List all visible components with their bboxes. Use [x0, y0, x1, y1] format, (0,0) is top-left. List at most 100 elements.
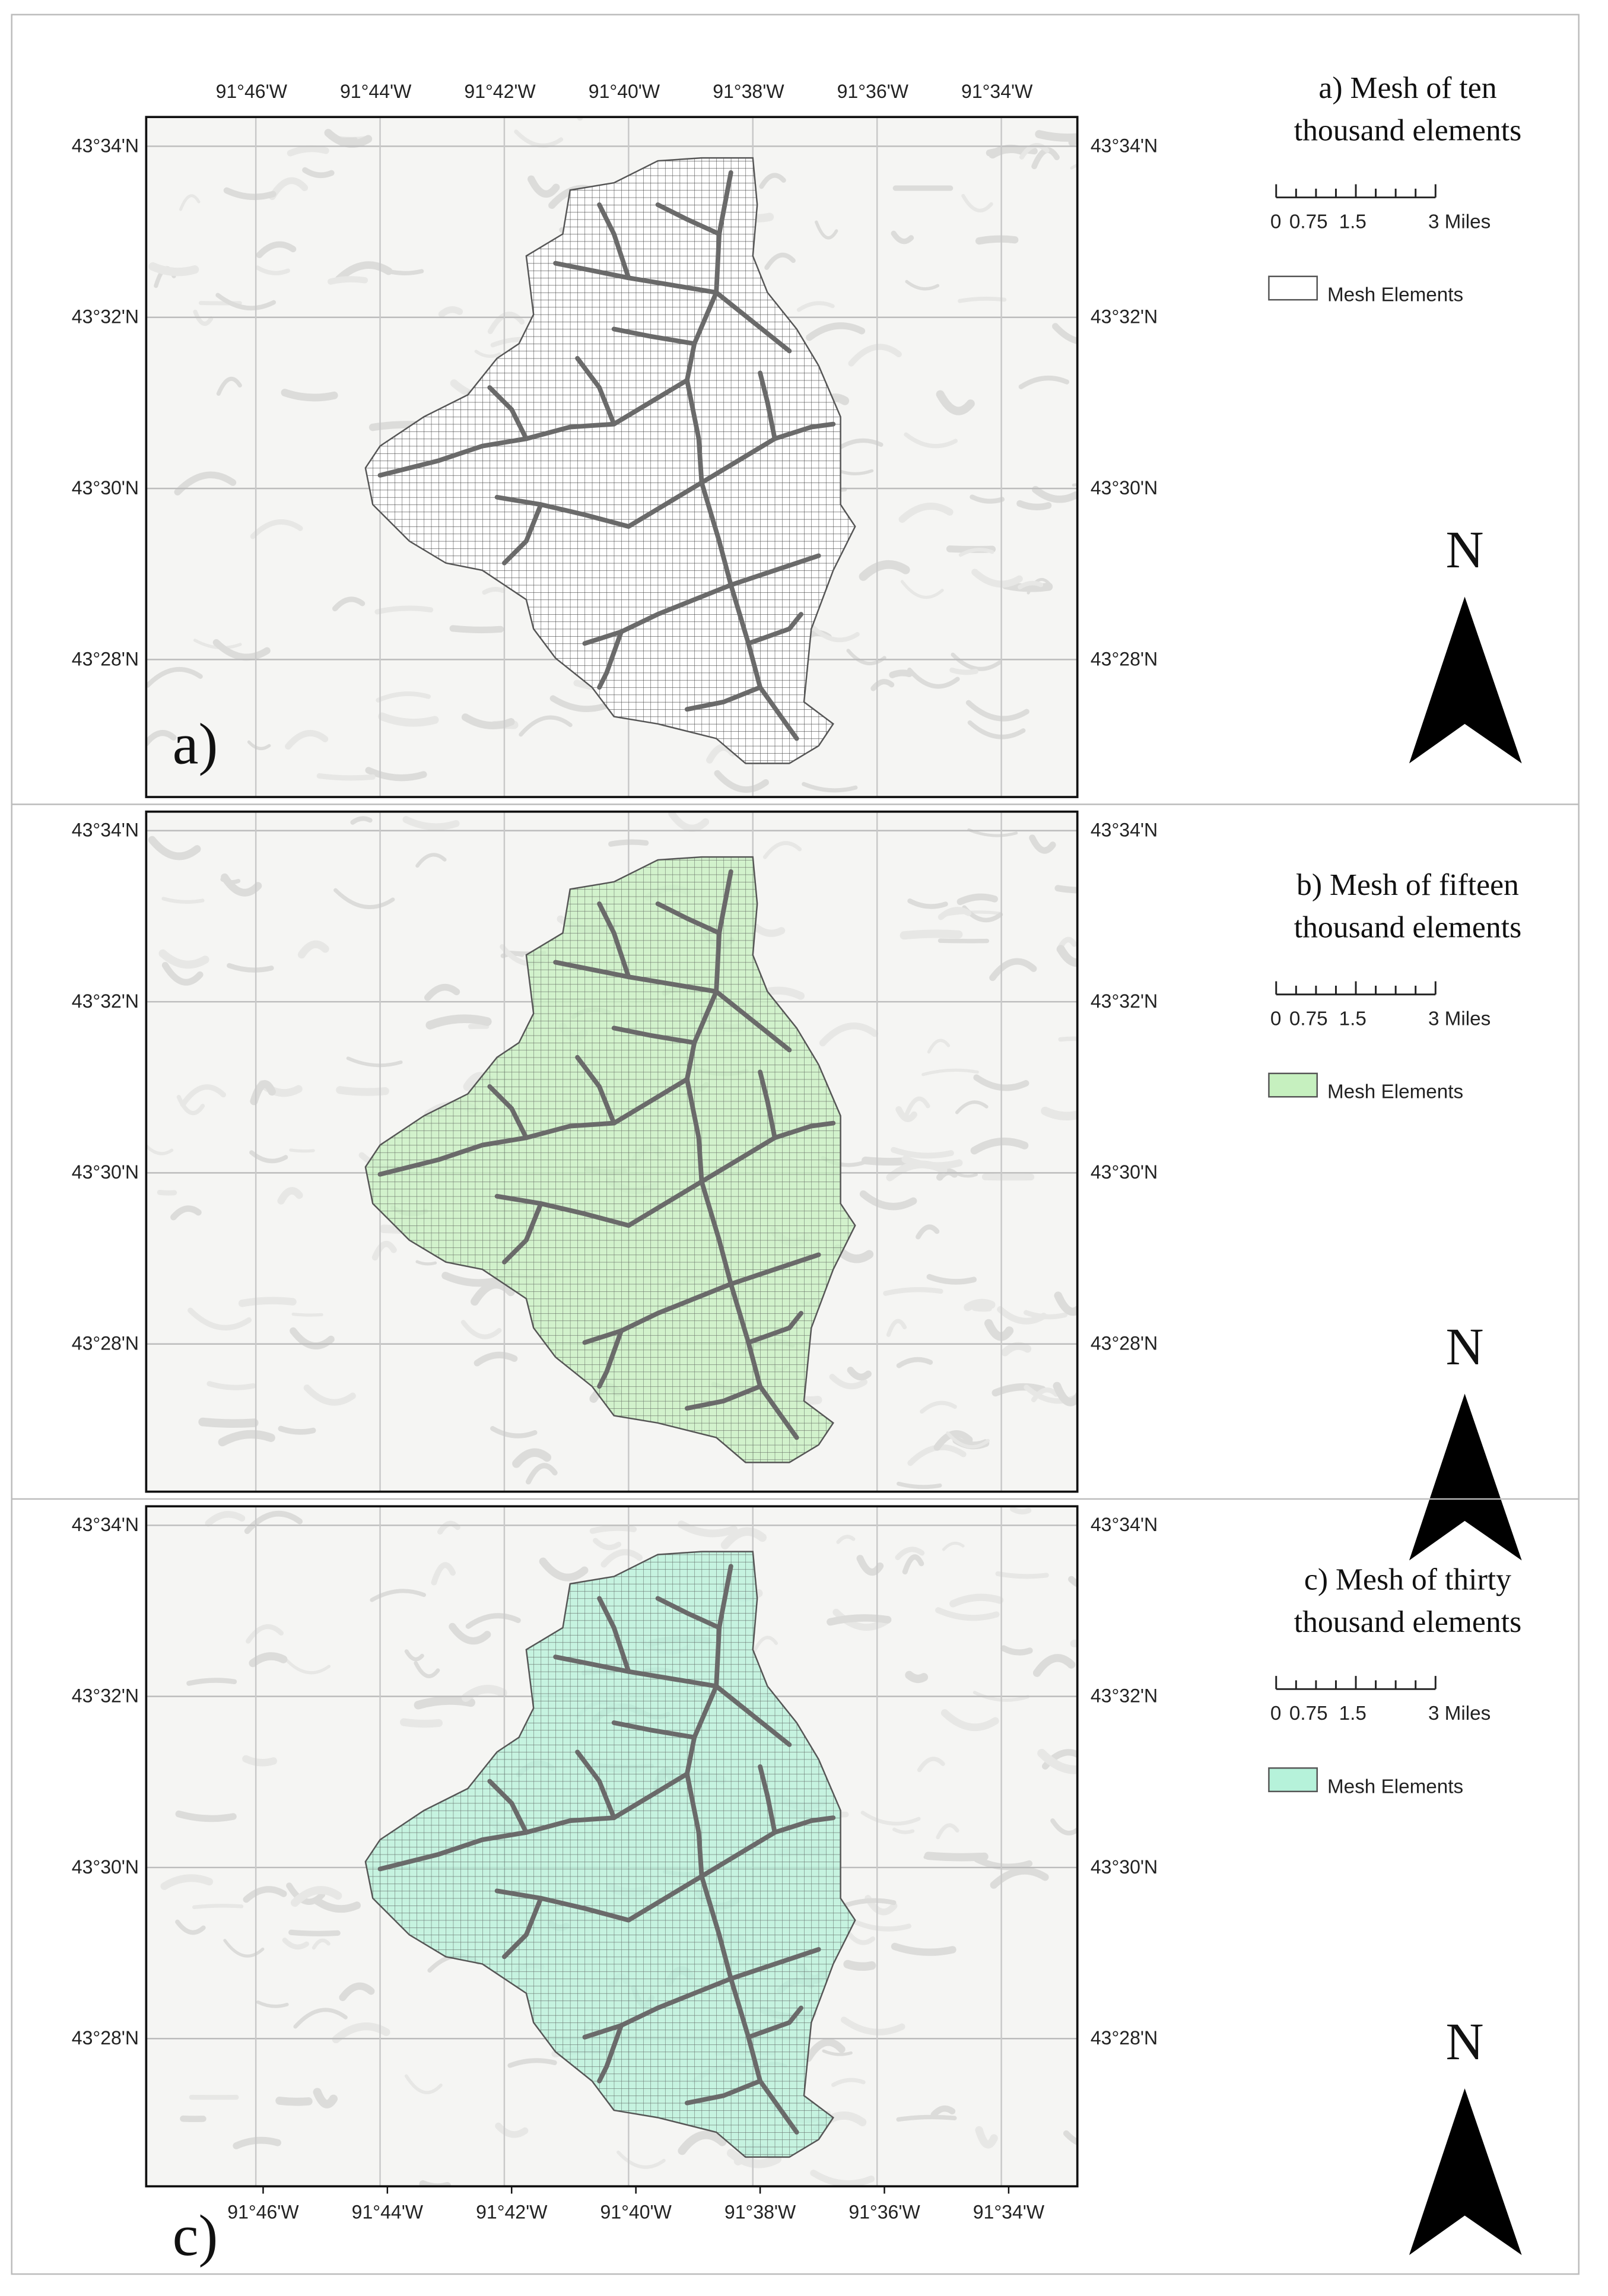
hillshade	[1072, 483, 1078, 487]
hillshade	[854, 1920, 911, 1932]
hillshade	[886, 1319, 907, 1337]
lat-label: 43°28'N	[72, 1333, 139, 1354]
hillshade	[856, 1555, 884, 1576]
hillshade	[255, 265, 290, 275]
hillshade	[1054, 1291, 1078, 1316]
hillshade	[482, 587, 506, 595]
hillshade	[916, 1224, 940, 1240]
hillshade	[404, 2074, 443, 2095]
hillshade	[967, 828, 1018, 837]
legend-swatch	[1268, 1767, 1318, 1793]
hillshade	[889, 669, 913, 678]
lat-label: 43°34'N	[1091, 1514, 1158, 1535]
hillshade	[526, 1463, 558, 1485]
hillshade	[290, 1886, 342, 1907]
hillshade	[955, 1100, 989, 1114]
hillshade	[843, 1960, 876, 1971]
hillshade	[1027, 577, 1053, 595]
lat-label: 43°30'N	[72, 1161, 139, 1183]
hillshade	[324, 129, 373, 148]
hillshade	[764, 252, 796, 270]
legend-swatch	[1268, 275, 1318, 301]
hillshade	[848, 344, 902, 367]
hillshade	[339, 1982, 375, 2002]
hillshade	[293, 2008, 348, 2029]
hillshade	[829, 1374, 868, 1390]
hillshade	[473, 1351, 518, 1367]
north-arrow	[1409, 596, 1522, 764]
lat-label: 43°28'N	[72, 648, 139, 669]
north-label: N	[1446, 2013, 1484, 2071]
hillshade	[815, 220, 838, 240]
hillshade	[958, 548, 994, 557]
hillshade	[350, 816, 373, 825]
hillshade	[160, 1874, 214, 1890]
map-frame	[145, 116, 1079, 798]
hillshade	[256, 2000, 289, 2008]
hillshade	[424, 983, 460, 1001]
hillshade	[288, 1929, 341, 1936]
hillshade	[277, 1187, 303, 1205]
hillshade	[589, 1525, 637, 1534]
hillshade	[940, 1709, 999, 1731]
lat-label: 43°32'N	[1091, 990, 1158, 1012]
lat-label: 43°28'N	[1091, 1333, 1158, 1354]
hillshade	[193, 309, 214, 326]
hillshade	[831, 2078, 866, 2087]
hillshade	[449, 1622, 491, 1645]
hillshade	[970, 494, 1005, 504]
hillshade	[905, 280, 940, 291]
hillshade	[796, 301, 835, 312]
hillshade	[186, 1678, 237, 1686]
hillshade	[902, 1554, 924, 1575]
hillshade	[678, 2130, 727, 2155]
legend-title: thousand elements	[1294, 1605, 1522, 1639]
hillshade	[333, 888, 395, 909]
hillshade	[973, 1856, 1033, 1871]
hillshade	[180, 1084, 227, 1107]
hillshade	[752, 923, 786, 937]
hillshade	[965, 700, 1029, 722]
hillshade	[287, 145, 329, 157]
hillshade	[847, 1932, 876, 1945]
hillshade	[212, 639, 271, 661]
hillshade	[176, 1095, 205, 1116]
hillshade	[933, 1430, 973, 1451]
hillshade	[1056, 945, 1078, 967]
hillshade	[438, 306, 463, 317]
hillshade	[1031, 1387, 1059, 1403]
hillshade	[332, 596, 366, 612]
hillshade	[415, 1260, 437, 1266]
hillshade	[519, 715, 573, 737]
hillshade	[247, 740, 271, 751]
legend-title: a) Mesh of ten	[1318, 71, 1496, 105]
hillshade	[302, 167, 335, 179]
hillshade	[286, 1882, 326, 1905]
scale-label: 3 Miles	[1428, 1703, 1491, 1725]
hillshade	[1054, 885, 1078, 894]
hillshade	[449, 625, 504, 634]
hillshade	[188, 1307, 252, 1330]
scale-label: 3 Miles	[1428, 211, 1491, 233]
hillshade	[971, 569, 1023, 588]
lat-label: 43°34'N	[1091, 135, 1158, 156]
hillshade	[227, 963, 274, 973]
hillshade	[404, 1649, 424, 1662]
hillshade	[907, 668, 960, 689]
hillshade	[806, 322, 866, 341]
hillshade	[927, 1039, 951, 1054]
legend-title: thousand elements	[1294, 911, 1522, 945]
lon-label: 91°38'W	[724, 2201, 796, 2222]
hillshade	[161, 897, 205, 904]
hillshade	[148, 262, 199, 277]
hillshade	[930, 2105, 956, 2118]
hillshade	[946, 1431, 990, 1449]
hillshade	[811, 625, 860, 643]
hillshade	[365, 767, 427, 782]
map	[146, 811, 1078, 1492]
hillshade	[920, 1401, 957, 1414]
hillshade	[938, 907, 972, 920]
hillshade	[374, 605, 434, 615]
hillshade	[256, 241, 297, 258]
hillshade	[441, 1272, 506, 1287]
